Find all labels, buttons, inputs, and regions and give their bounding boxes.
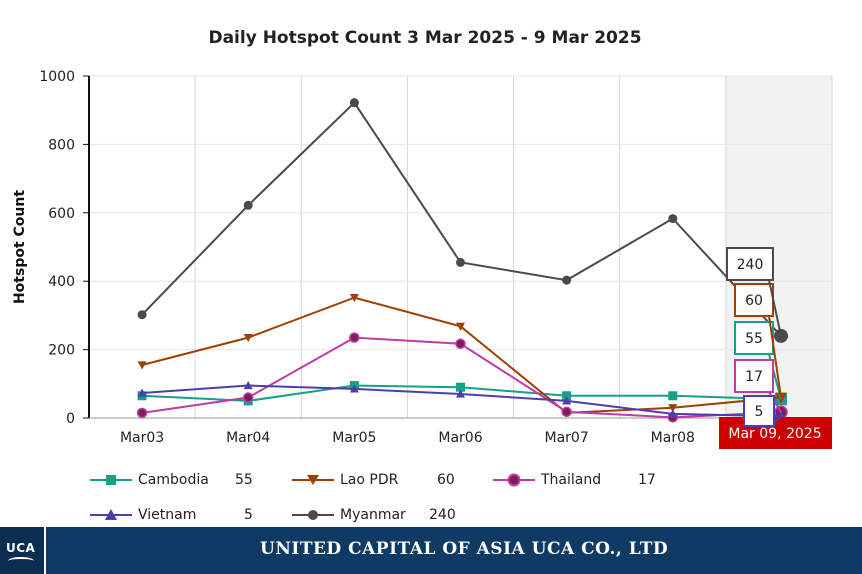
logo-arc-icon [8, 557, 34, 565]
hotspot-line-chart: Daily Hotspot Count 3 Mar 2025 - 9 Mar 2… [12, 28, 833, 449]
axes: 0 200 400 600 800 1000 Mar03 Mar04 Mar05 Mar06 Mar… [39, 69, 832, 446]
chart-title: Daily Hotspot Count 3 Mar 2025 - 9 Mar 2… [208, 28, 641, 48]
logo-text: UCA [6, 541, 36, 555]
data-point[interactable] [136, 407, 148, 419]
footer-bar: UCA UNITED CAPITAL OF ASIA UCA CO., LTD [0, 527, 862, 574]
legend-item-cambodia[interactable]: Cambodia 55 [90, 470, 253, 490]
series-line [141, 101, 782, 337]
callout-value: 240 [737, 257, 764, 273]
callout-value: 5 [755, 404, 764, 420]
legend-value: 60 [437, 472, 455, 488]
data-point[interactable] [243, 381, 253, 390]
callout-value: 60 [745, 293, 763, 309]
legend-name: Lao PDR [340, 472, 399, 488]
data-point[interactable] [562, 391, 572, 401]
value-callouts: Mar 09, 2025 55 60 17 5 240 [719, 247, 832, 449]
y-axis-label: Hotspot Count [12, 190, 28, 304]
data-point[interactable] [242, 392, 254, 403]
legend-swatch-cambodia [90, 475, 132, 485]
legend-item-thailand[interactable]: Thailand 17 [493, 470, 656, 490]
y-tick-label: 1000 [39, 69, 75, 85]
callout-cambodia: 55 [734, 321, 782, 400]
legend-swatch-lao-pdr [292, 475, 334, 485]
callout-box [734, 283, 774, 317]
x-tick-label: Mar07 [545, 430, 589, 446]
data-point[interactable] [349, 332, 360, 343]
callout-myanmar: 240 [726, 247, 782, 337]
data-point[interactable] [456, 322, 465, 331]
legend-name: Cambodia [138, 472, 209, 488]
data-point[interactable] [243, 200, 253, 210]
y-tick-label: 0 [66, 411, 75, 427]
grid [89, 75, 833, 418]
legend-name: Thailand [541, 472, 602, 488]
callout-box [726, 247, 774, 281]
series [136, 98, 788, 423]
legend-item-lao-pdr[interactable]: Lao PDR 60 [292, 470, 455, 490]
data-point[interactable] [456, 389, 465, 398]
data-point[interactable] [668, 404, 678, 413]
callout-value: 55 [745, 331, 763, 347]
legend-name: Myanmar [340, 507, 406, 523]
data-point[interactable] [137, 310, 147, 320]
legend-value: 240 [429, 507, 456, 523]
x-tick-label: Mar08 [651, 430, 695, 446]
data-point[interactable] [562, 275, 572, 285]
data-point[interactable] [455, 338, 466, 350]
data-point[interactable] [456, 382, 465, 392]
x-tick-label: Mar04 [226, 430, 270, 446]
callout-leader [768, 279, 782, 337]
callout-box [734, 321, 774, 355]
data-point[interactable] [349, 294, 359, 303]
callout-box [734, 359, 774, 393]
data-point[interactable] [562, 396, 572, 405]
data-point[interactable] [349, 98, 359, 108]
hover-date-label: Mar 09, 2025 [728, 426, 821, 442]
legend-value: 5 [244, 507, 253, 523]
callout-leader [768, 315, 782, 398]
data-point[interactable] [349, 384, 359, 393]
company-logo: UCA [0, 527, 46, 574]
legend-item-vietnam[interactable]: Vietnam 5 [90, 505, 253, 525]
x-tick-label: Mar03 [120, 430, 164, 446]
legend: Cambodia 55 Lao PDR 60 Thailand 17 Vietn… [0, 462, 862, 526]
company-name: UNITED CAPITAL OF ASIA UCA CO., LTD [260, 539, 669, 559]
series-thailand [136, 332, 788, 423]
data-point[interactable] [668, 391, 678, 401]
data-point[interactable] [561, 406, 572, 418]
legend-swatch-vietnam [90, 509, 132, 520]
data-point[interactable] [668, 409, 678, 418]
series-myanmar [137, 98, 788, 343]
legend-swatch-myanmar [292, 510, 334, 520]
data-point[interactable] [243, 334, 253, 343]
callout-lao-pdr: 60 [734, 283, 782, 398]
data-point[interactable] [456, 257, 465, 267]
callout-thailand: 17 [734, 359, 782, 413]
y-tick-label: 200 [48, 343, 75, 359]
x-tick-label: Mar05 [332, 430, 376, 446]
y-tick-label: 600 [48, 206, 75, 222]
legend-item-myanmar[interactable]: Myanmar 240 [292, 505, 456, 525]
data-point[interactable] [137, 388, 147, 397]
x-tick-label: Mar06 [438, 430, 482, 446]
legend-name: Vietnam [138, 507, 197, 523]
callout-value: 17 [745, 369, 763, 385]
legend-value: 17 [638, 472, 656, 488]
data-point[interactable] [668, 214, 678, 224]
data-point[interactable] [137, 361, 147, 370]
y-tick-label: 400 [48, 274, 75, 290]
y-tick-label: 800 [48, 137, 75, 153]
legend-swatch-thailand [493, 473, 535, 487]
callout-box [743, 395, 775, 427]
legend-value: 55 [235, 472, 253, 488]
callout-vietnam: 5 [743, 395, 782, 427]
